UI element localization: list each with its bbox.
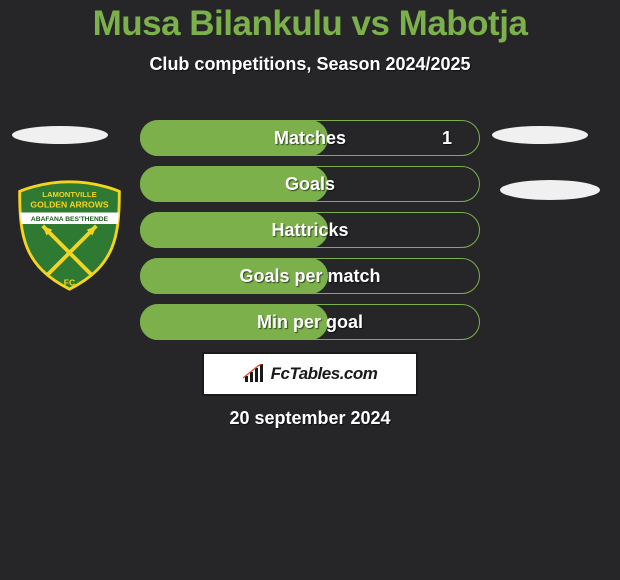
date-text: 20 september 2024 bbox=[0, 408, 620, 429]
stat-label: Goals bbox=[140, 166, 480, 202]
svg-text:ABAFANA BES'THENDE: ABAFANA BES'THENDE bbox=[31, 216, 109, 223]
page-subtitle: Club competitions, Season 2024/2025 bbox=[0, 54, 620, 75]
side-ellipse bbox=[500, 180, 600, 200]
page-title: Musa Bilankulu vs Mabotja bbox=[0, 0, 620, 44]
brand-text: FcTables.com bbox=[271, 364, 378, 384]
stat-label: Matches bbox=[140, 120, 480, 156]
svg-text:GOLDEN ARROWS: GOLDEN ARROWS bbox=[30, 200, 108, 210]
stat-row: Min per goal bbox=[0, 304, 620, 340]
stat-label: Hattricks bbox=[140, 212, 480, 248]
svg-text:FC: FC bbox=[64, 277, 75, 287]
club-logo-left: LAMONTVILLEGOLDEN ARROWS ABAFANA BES'THEN… bbox=[12, 178, 127, 293]
side-ellipse bbox=[492, 126, 588, 144]
stat-label: Min per goal bbox=[140, 304, 480, 340]
stat-label: Goals per match bbox=[140, 258, 480, 294]
stat-value-right: 1 bbox=[442, 120, 452, 156]
side-ellipse bbox=[12, 126, 108, 144]
brand-footer: FcTables.com bbox=[202, 352, 418, 396]
svg-text:LAMONTVILLE: LAMONTVILLE bbox=[42, 190, 96, 199]
bar-chart-icon bbox=[243, 364, 267, 384]
